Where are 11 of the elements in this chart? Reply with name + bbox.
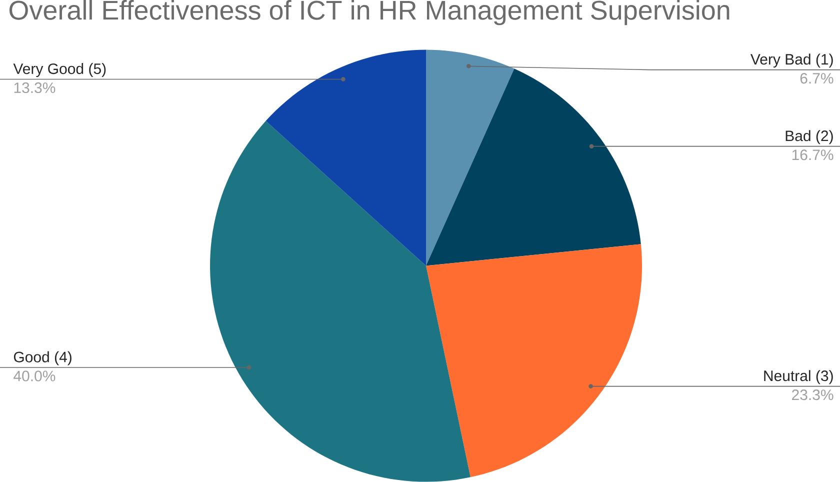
data-label: 13.3% <box>14 82 56 94</box>
chart-title: Overall Effectiveness of ICT in HR Management Supervision <box>9 0 730 26</box>
slice-label: Neutral (3) <box>764 370 833 384</box>
slice-label: Very Bad (1) <box>750 54 833 68</box>
slice-label: Good (4) <box>14 351 72 366</box>
data-label: 6.7% <box>800 73 834 84</box>
slice-label: Bad (2) <box>786 130 833 144</box>
slice-label: Very Good (5) <box>13 63 106 78</box>
data-label: 23.3% <box>792 390 834 400</box>
data-label: 16.7% <box>792 150 834 160</box>
data-label: 40.0% <box>14 370 56 382</box>
